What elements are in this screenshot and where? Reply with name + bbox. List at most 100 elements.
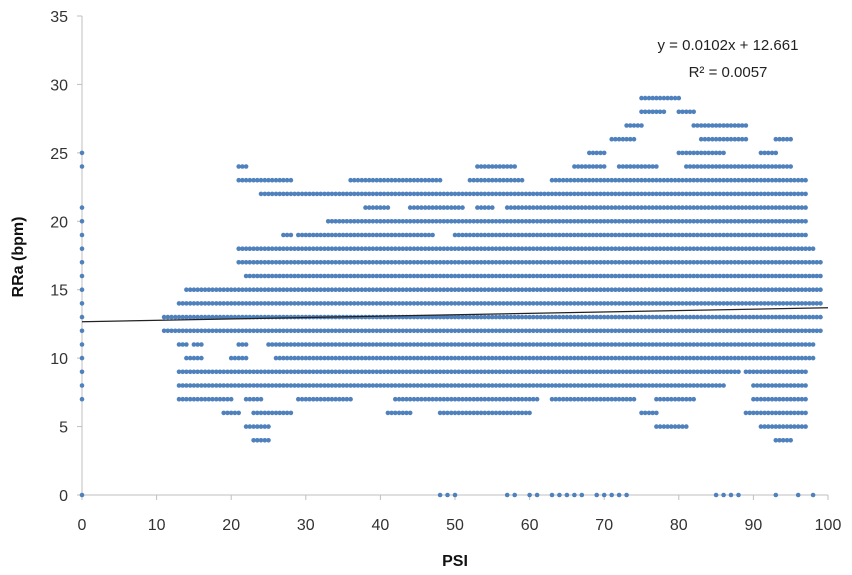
data-point — [784, 177, 790, 183]
data-point — [393, 383, 398, 388]
data-point — [471, 246, 477, 251]
data-point — [684, 219, 689, 224]
data-point — [546, 219, 551, 224]
data-point — [415, 260, 421, 265]
data-point — [575, 260, 581, 265]
data-point — [516, 410, 521, 416]
data-point — [322, 383, 327, 388]
data-point — [493, 342, 499, 347]
data-point — [508, 383, 514, 388]
data-point — [79, 355, 85, 361]
data-point — [542, 328, 547, 334]
data-point — [669, 328, 674, 334]
data-point — [407, 177, 413, 183]
data-point — [672, 383, 678, 388]
data-point — [281, 410, 286, 416]
data-point — [762, 205, 767, 210]
data-point — [587, 150, 592, 156]
data-point — [736, 191, 741, 197]
data-point — [430, 342, 435, 347]
data-point — [628, 164, 633, 169]
data-point — [490, 342, 495, 347]
data-point — [284, 177, 290, 183]
data-point — [314, 396, 320, 402]
data-point — [411, 273, 417, 279]
data-point — [254, 438, 260, 443]
data-point — [780, 410, 786, 416]
data-point — [698, 287, 704, 293]
data-point — [732, 260, 738, 265]
data-point — [247, 287, 253, 293]
data-point — [281, 301, 286, 306]
data-point — [400, 232, 406, 238]
data-point — [478, 328, 484, 334]
data-point — [736, 136, 741, 142]
data-point — [344, 191, 350, 197]
data-point — [743, 260, 749, 265]
data-point — [217, 328, 223, 334]
data-point — [262, 273, 268, 279]
data-point — [490, 219, 495, 224]
data-point — [202, 396, 208, 402]
data-point — [344, 355, 350, 361]
data-point — [486, 383, 491, 388]
data-point — [299, 383, 305, 388]
data-point — [169, 314, 174, 320]
data-point — [497, 396, 503, 402]
data-point — [654, 383, 659, 388]
data-point — [676, 342, 682, 347]
data-point — [728, 246, 734, 251]
data-point — [352, 342, 357, 347]
data-point — [594, 369, 599, 375]
data-point — [381, 383, 387, 388]
data-point — [751, 191, 756, 197]
data-point — [590, 328, 596, 334]
data-point — [407, 287, 413, 293]
data-point — [676, 232, 682, 238]
data-point — [695, 355, 700, 361]
data-point — [497, 164, 503, 169]
data-point — [504, 246, 510, 251]
data-point — [713, 287, 719, 293]
data-point — [519, 342, 525, 347]
data-point — [620, 314, 626, 320]
data-point — [784, 424, 790, 429]
data-point — [758, 205, 764, 210]
data-point — [251, 396, 256, 402]
data-point — [292, 328, 297, 334]
data-point — [396, 232, 402, 238]
data-point — [598, 177, 603, 183]
data-point — [751, 314, 756, 320]
data-point — [311, 191, 316, 197]
data-point — [751, 301, 756, 306]
data-point — [613, 328, 618, 334]
data-point — [303, 273, 309, 279]
data-point — [631, 136, 637, 142]
data-point — [344, 328, 350, 334]
data-point — [814, 301, 820, 306]
data-point — [777, 205, 782, 210]
data-point — [504, 492, 510, 498]
data-point — [766, 205, 771, 210]
data-point — [232, 410, 238, 416]
data-point — [713, 301, 719, 306]
data-point — [292, 191, 297, 197]
data-point — [710, 314, 715, 320]
data-point — [400, 342, 406, 347]
data-point — [680, 355, 685, 361]
data-point — [161, 328, 167, 334]
data-point — [739, 260, 745, 265]
data-point — [605, 301, 611, 306]
data-point — [501, 301, 506, 306]
data-point — [452, 355, 458, 361]
data-point — [266, 246, 271, 251]
data-point — [657, 219, 663, 224]
data-point — [680, 342, 685, 347]
data-point — [385, 260, 391, 265]
data-point — [284, 287, 290, 293]
data-point — [523, 260, 529, 265]
data-point — [240, 164, 245, 169]
data-point — [378, 287, 383, 293]
data-point — [780, 273, 786, 279]
data-point — [228, 328, 234, 334]
